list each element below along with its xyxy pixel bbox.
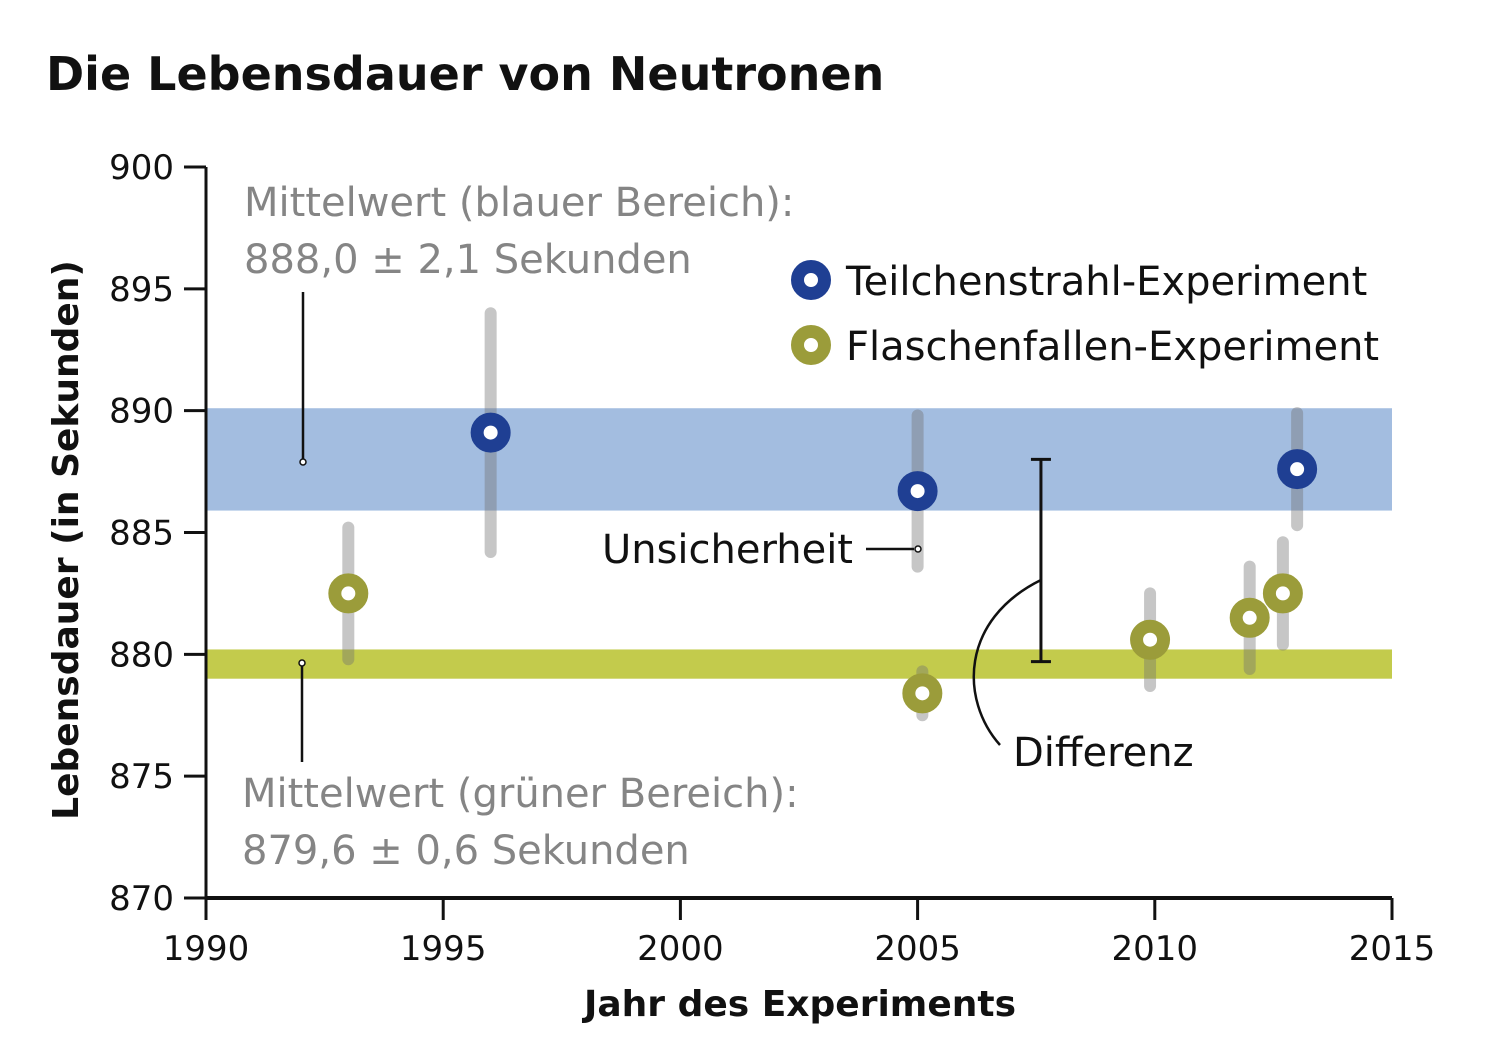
uncertainty-leader-dot: [914, 545, 922, 553]
legend-marker-bottle: [791, 325, 831, 365]
bottle-data-point: [902, 673, 943, 714]
legend-label-bottle: Flaschenfallen-Experiment: [846, 324, 1379, 370]
bottle-data-point: [1262, 573, 1303, 614]
x-tick-label: 1995: [400, 929, 487, 969]
y-tick-label: 875: [109, 757, 174, 797]
legend-label-beam: Teilchenstrahl-Experiment: [845, 259, 1367, 305]
y-tick-label: 880: [109, 635, 174, 675]
y-tick-label: 895: [109, 270, 174, 310]
legend-marker-beam: [791, 260, 831, 300]
x-tick-label: 2010: [1112, 929, 1199, 969]
difference-bracket: [1030, 457, 1051, 664]
green-band-label-line2: 879,6 ± 0,6 Sekunden: [242, 828, 690, 874]
chart-title: Die Lebensdauer von Neutronen: [46, 47, 884, 101]
x-axis-label: Jahr des Experiments: [581, 984, 1016, 1025]
x-tick-label: 1990: [163, 929, 250, 969]
x-tick-label: 2015: [1349, 929, 1436, 969]
y-tick-label: 885: [109, 514, 174, 554]
bottle-data-point: [1229, 597, 1270, 638]
x-tick-label: 2005: [874, 929, 961, 969]
x-tick-label: 2000: [637, 929, 724, 969]
difference-leader-line: [972, 578, 1042, 746]
beam-data-point: [897, 471, 938, 512]
blue-band-leader-dot: [299, 458, 307, 466]
y-tick-label: 870: [109, 879, 174, 919]
blue-band-label-line2: 888,0 ± 2,1 Sekunden: [244, 237, 692, 283]
y-axis-label: Lebensdauer (in Sekunden): [46, 260, 87, 820]
beam-data-point: [1277, 449, 1318, 490]
uncertainty-label: Unsicherheit: [602, 527, 853, 573]
blue-band-label-line1: Mittelwert (blauer Bereich):: [244, 180, 794, 226]
green-band: [206, 649, 1392, 679]
green-band-label-line1: Mittelwert (grüner Bereich):: [242, 771, 799, 817]
green-band-leader-dot: [298, 659, 306, 667]
bottle-data-point: [1130, 619, 1171, 660]
y-tick-label: 890: [109, 392, 174, 432]
bottle-data-point: [328, 573, 369, 614]
legend: Teilchenstrahl-Experiment Flaschenfallen…: [791, 259, 1379, 370]
difference-label: Differenz: [1013, 730, 1194, 776]
beam-data-point: [470, 412, 511, 453]
blue-band: [206, 408, 1392, 511]
y-tick-label: 900: [109, 148, 174, 188]
